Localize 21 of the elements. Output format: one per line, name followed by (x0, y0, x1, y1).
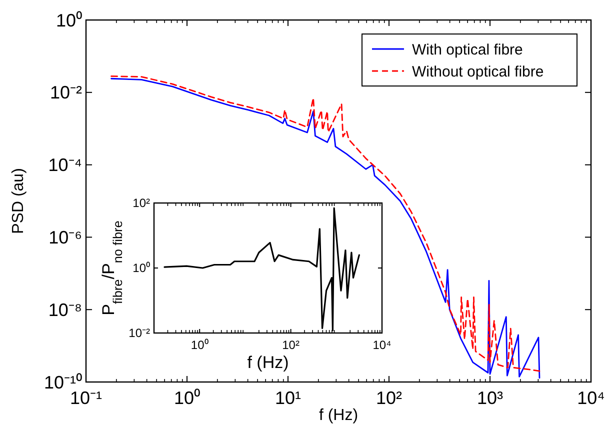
y-tick-label: 10² (132, 196, 150, 210)
x-tick-label: 10⁰ (174, 388, 200, 408)
x-tick-label: 10² (282, 338, 300, 352)
y-tick-label: 10⁻² (128, 326, 150, 340)
y-tick-label: 10⁻⁶ (48, 228, 82, 248)
x-tick-label: 10¹ (274, 388, 302, 408)
x-tick-label: 10⁴ (372, 338, 392, 352)
y-tick-label: 10⁰ (56, 10, 82, 30)
x-axis-title: f (Hz) (247, 353, 289, 372)
x-tick-label: 10⁴ (577, 388, 605, 408)
y-tick-label: 10⁻⁸ (48, 300, 82, 320)
x-axis-title: f (Hz) (318, 407, 358, 424)
y-tick-label: 10⁻² (50, 82, 82, 103)
x-tick-label: 10³ (476, 388, 504, 408)
legend-label: With optical fibre (412, 41, 523, 58)
x-tick-label: 10⁰ (190, 338, 208, 352)
legend-label: Without optical fibre (412, 63, 544, 80)
y-axis-title: PSD (au) (10, 168, 27, 234)
y-tick-label: 10⁰ (132, 261, 150, 276)
y-tick-label: 10⁻⁴ (48, 155, 82, 176)
x-tick-label: 10² (376, 388, 402, 408)
